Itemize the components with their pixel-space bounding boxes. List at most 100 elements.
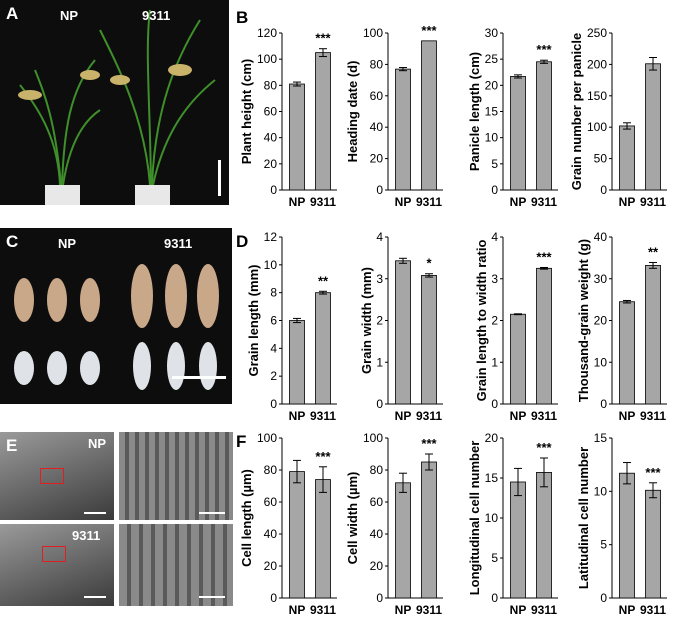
x-tick-label: 9311	[531, 409, 557, 423]
significance-marker: *	[426, 256, 432, 271]
x-tick-label: NP	[395, 409, 412, 423]
highlight-box	[42, 546, 66, 562]
y-tick-label: 150	[587, 89, 607, 103]
significance-marker: ***	[536, 249, 552, 264]
photo-label-9311: 9311	[142, 8, 171, 23]
x-tick-label: NP	[510, 195, 527, 209]
y-axis-label: Thousand-grain weight (g)	[576, 239, 591, 402]
y-tick-label: 15	[594, 431, 608, 445]
x-tick-label: NP	[619, 409, 636, 423]
y-tick-label: 0	[600, 397, 607, 411]
y-tick-label: 0	[270, 591, 277, 605]
y-tick-label: 60	[264, 105, 278, 119]
y-tick-label: 80	[264, 78, 278, 92]
y-tick-label: 200	[587, 57, 607, 71]
panel-letter-d: D	[236, 232, 249, 251]
x-tick-label: NP	[289, 195, 306, 209]
bar	[421, 461, 437, 599]
bar	[395, 260, 411, 405]
y-tick-label: 20	[370, 559, 384, 573]
y-axis-label: Longitudinal cell number	[467, 441, 482, 596]
x-tick-label: NP	[395, 195, 412, 209]
y-axis-label: Panicle length (cm)	[467, 52, 482, 171]
panel-e-sem-9311	[0, 524, 114, 606]
photo-label-np: NP	[60, 8, 79, 23]
bar	[645, 63, 661, 191]
y-tick-label: 12	[264, 230, 278, 244]
y-tick-label: 40	[264, 527, 278, 541]
y-tick-label: 3	[491, 272, 498, 286]
bar	[421, 40, 437, 191]
bar	[315, 479, 331, 599]
significance-marker: ***	[536, 440, 552, 455]
bar	[421, 275, 437, 405]
x-tick-label: NP	[395, 603, 412, 617]
y-tick-label: 20	[594, 314, 608, 328]
panel-e-closeup-9311	[119, 524, 233, 606]
highlight-box	[40, 468, 64, 484]
y-tick-label: 100	[363, 26, 383, 40]
panel-letter-b: B	[236, 8, 249, 27]
y-tick-label: 40	[264, 131, 278, 145]
y-tick-label: 250	[587, 26, 607, 40]
scale-bar	[199, 596, 225, 598]
panel-letter-a: A	[6, 4, 19, 23]
bar	[536, 471, 552, 599]
photo-label-np: NP	[88, 436, 107, 451]
y-tick-label: 40	[370, 527, 384, 541]
y-axis-label: Cell length (µm)	[239, 469, 254, 567]
bar	[315, 52, 331, 191]
x-tick-label: NP	[619, 603, 636, 617]
y-tick-label: 20	[485, 78, 499, 92]
y-tick-label: 4	[491, 230, 498, 244]
significance-marker: ***	[315, 449, 331, 464]
y-tick-label: 60	[264, 495, 278, 509]
y-tick-label: 40	[594, 230, 608, 244]
bar	[395, 482, 411, 599]
panel-letter-f: F	[236, 432, 247, 451]
y-tick-label: 60	[370, 495, 384, 509]
bar	[395, 68, 411, 191]
y-tick-label: 15	[485, 471, 499, 485]
significance-marker: **	[648, 244, 659, 259]
y-tick-label: 120	[257, 26, 277, 40]
x-tick-label: 9311	[310, 409, 336, 423]
y-tick-label: 10	[485, 131, 499, 145]
y-axis-label: Grain number per panicle	[569, 33, 584, 191]
y-tick-label: 5	[491, 157, 498, 171]
x-tick-label: 9311	[531, 195, 557, 209]
y-tick-label: 20	[264, 157, 278, 171]
y-tick-label: 0	[491, 397, 498, 411]
y-tick-label: 8	[270, 286, 277, 300]
panel-e-closeup-np	[119, 432, 233, 520]
y-axis-label: Heading date (d)	[345, 61, 360, 163]
scale-bar	[172, 376, 226, 379]
y-tick-label: 80	[370, 57, 384, 71]
y-tick-label: 1	[491, 355, 498, 369]
y-tick-label: 4	[376, 230, 383, 244]
y-axis-label: Grain width (mm)	[359, 267, 374, 374]
y-tick-label: 30	[594, 272, 608, 286]
bar	[536, 61, 552, 191]
panel-a-photo	[0, 0, 229, 205]
y-tick-label: 10	[594, 355, 608, 369]
bar	[645, 489, 661, 599]
y-tick-label: 0	[270, 397, 277, 411]
y-axis-label: Grain length (mm)	[246, 265, 261, 377]
y-tick-label: 100	[257, 431, 277, 445]
bar	[289, 83, 305, 191]
x-tick-label: 9311	[416, 603, 442, 617]
x-tick-label: 9311	[310, 195, 336, 209]
y-tick-label: 2	[491, 314, 498, 328]
y-tick-label: 0	[376, 397, 383, 411]
y-tick-label: 20	[264, 559, 278, 573]
bar	[510, 481, 526, 599]
x-tick-label: NP	[289, 603, 306, 617]
bar	[289, 320, 305, 405]
significance-marker: ***	[315, 31, 331, 46]
y-tick-label: 0	[376, 183, 383, 197]
panel-e-sem-np	[0, 432, 114, 520]
photo-label-9311: 9311	[72, 528, 101, 543]
y-axis-label: Latitudinal cell number	[576, 447, 591, 589]
